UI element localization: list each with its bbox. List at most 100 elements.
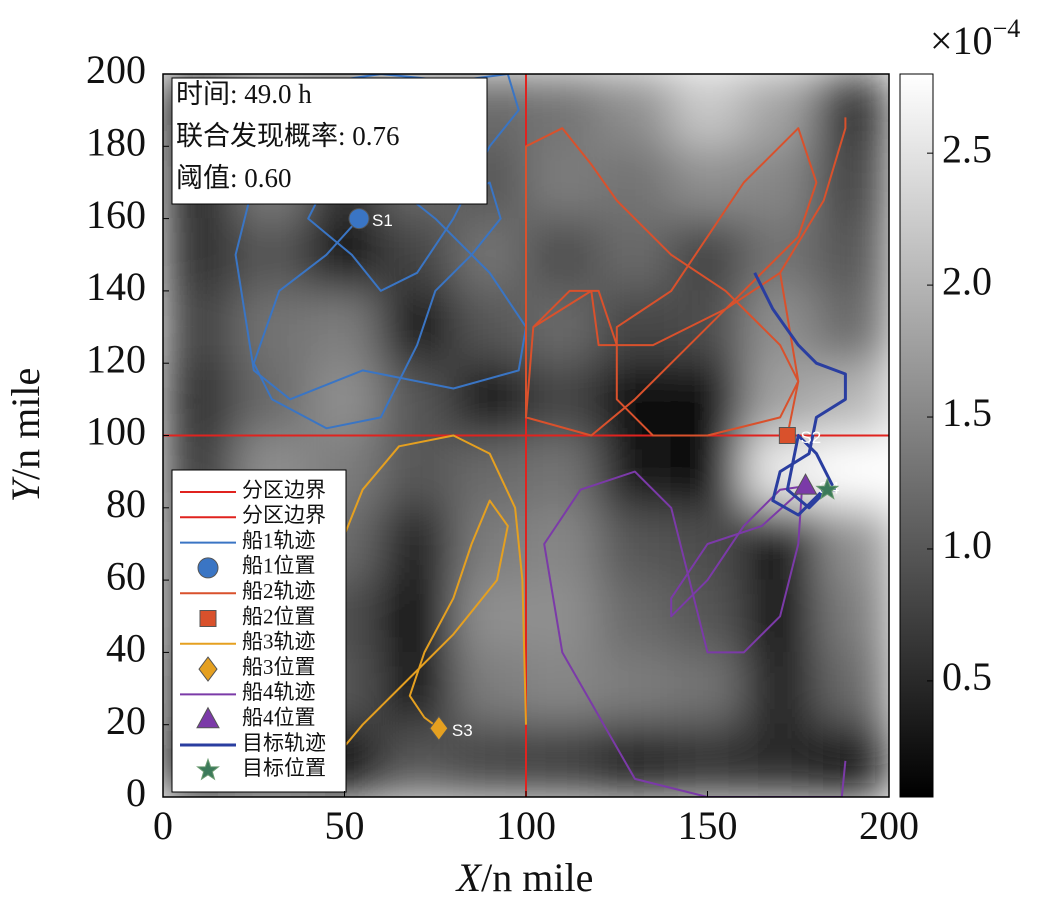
heat-cell [452,290,527,364]
colorbar-tick-label: 2.5 [942,126,992,171]
heat-cell [452,507,527,581]
heat-cell [163,290,237,364]
legend-label: 船3位置 [242,655,316,679]
legend-frame [171,469,347,793]
x-tick-label: 150 [678,803,738,848]
legend-label: 分区边界 [242,503,326,527]
y-tick-label: 200 [86,47,146,92]
legend-label: 船1位置 [242,554,316,578]
heat-cell [452,218,527,292]
heat-cell [743,74,817,147]
x-axis-var: X [455,855,483,900]
heat-cell [525,290,600,364]
heat-cell [452,579,527,653]
legend-swatch [196,757,220,781]
heat-cell [380,651,454,726]
heat-cell [525,724,600,797]
track-line [543,470,847,797]
position-marker [778,427,796,444]
position-label: S2 [800,428,821,447]
legend-label: 船3轨迹 [242,630,316,654]
heat-cell [815,74,889,147]
legend-swatch [196,706,220,729]
heat-cell [598,290,672,364]
heat-cell [525,218,600,292]
heat-cell [525,74,600,147]
heat-cell [743,145,817,220]
heat-cell [235,218,309,292]
y-tick-label: 80 [106,481,146,526]
heat-cell [670,579,745,653]
legend-label: 船2位置 [242,604,316,628]
heat-cell [815,362,889,436]
heat-cell [452,651,527,726]
legend-label: 分区边界 [242,478,326,502]
legend-swatch [198,656,218,682]
track-line [234,74,527,430]
heat-cell [743,724,817,797]
heat-cell [380,362,454,436]
legend-label: 船2轨迹 [242,579,316,603]
heat-cell [815,435,889,509]
x-tick-label: 0 [153,803,173,848]
y-axis-label: Y/n mile [3,368,48,502]
heat-cell [525,579,600,653]
colorbar-scale: ×10−4 [930,14,1020,63]
annotation-frame [171,77,488,205]
heat-cell [670,218,745,292]
colorbar-tick-label: 2.0 [942,258,992,303]
x-axis-label: X/n mile [455,855,594,900]
heat-cell [670,74,745,147]
position-marker [348,208,370,230]
heat-cell [815,507,889,581]
y-tick-label: 120 [86,336,146,381]
heat-cell [598,507,672,581]
heat-cell [525,362,600,436]
heat-cell [815,579,889,653]
y-axis-unit: /n mile [3,368,48,480]
heat-cell [670,145,745,220]
legend-label: 船4位置 [242,706,316,730]
track-line [753,272,847,517]
legend-swatch [197,557,219,579]
heat-cell [525,507,600,581]
colorbar-exponent: −4 [993,14,1021,43]
colorbar [899,73,934,798]
colorbar-tick-label: 0.5 [942,654,992,699]
heat-cell [598,218,672,292]
heat-cell [670,651,745,726]
heat-cell [452,435,527,509]
colorbar-tick-label: 1.0 [942,522,992,567]
y-tick-label: 140 [86,264,146,309]
heat-cell [743,651,817,726]
legend-label: 目标位置 [242,756,326,780]
heat-cell [598,579,672,653]
annotation-text: 联合发现概率: 0.76 [176,121,400,151]
legend: 分区边界分区边界船1轨迹船1位置船2轨迹船2位置船3轨迹船3位置船4轨迹船4位置… [171,469,347,793]
heat-cell [380,218,454,292]
heat-cell [815,290,889,364]
heat-cell [525,145,600,220]
heat-cell [452,724,527,797]
heat-cell [670,362,745,436]
heat-cell [670,435,745,509]
position-label: S1 [372,211,393,230]
colorbar-tick-label: 1.5 [942,390,992,435]
legend-swatch [199,610,217,627]
position-markers: S1S2S3S4 [348,208,839,742]
legend-label: 船1轨迹 [242,528,316,552]
legend-label: 目标轨迹 [242,731,326,755]
heat-cell [743,507,817,581]
heat-cell [670,724,745,797]
position-marker [429,715,449,742]
legend-label: 船4轨迹 [242,680,316,704]
y-tick-label: 60 [106,553,146,598]
heat-cell [598,145,672,220]
y-tick-label: 20 [106,698,146,743]
y-tick-label: 100 [86,409,146,454]
heat-cell [743,362,817,436]
x-tick-label: 100 [496,803,556,848]
annotation-text: 阈值: 0.60 [176,163,292,193]
y-tick-label: 180 [86,119,146,164]
heat-cell [380,290,454,364]
